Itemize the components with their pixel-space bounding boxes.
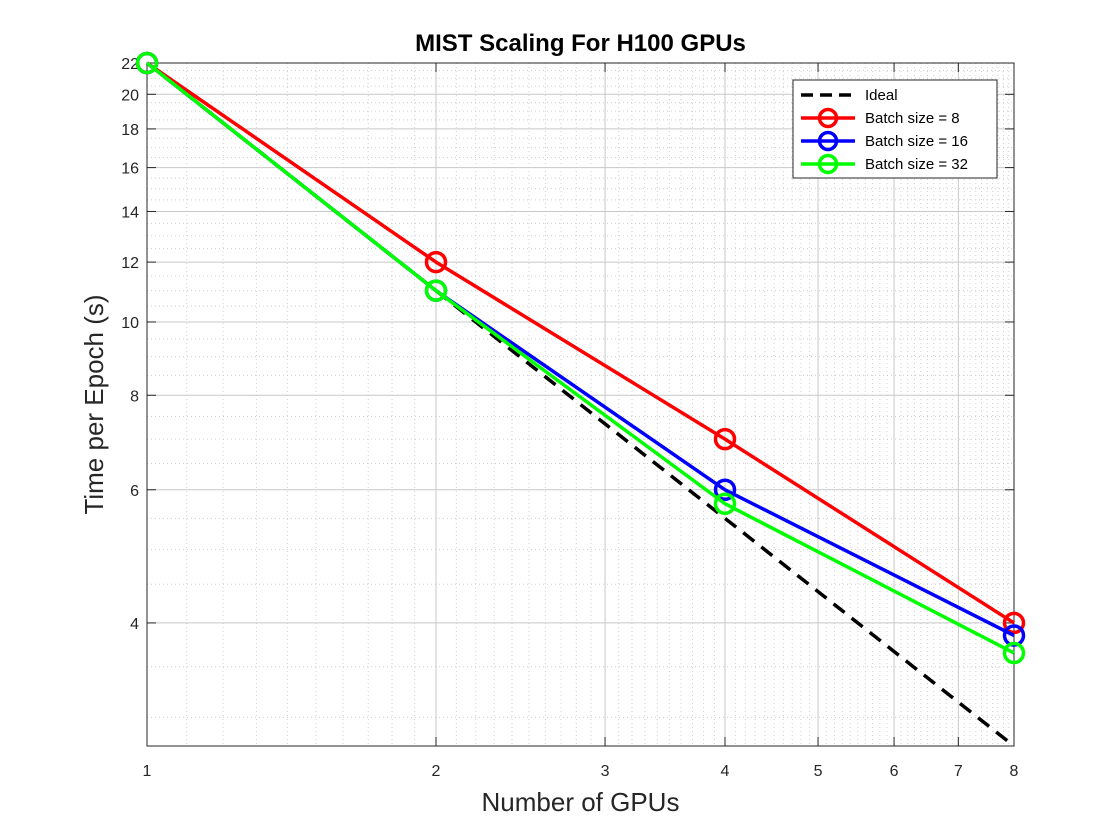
x-tick-label: 1 — [143, 763, 152, 780]
data-point — [424, 250, 448, 274]
legend-item: Batch size = 32 — [801, 153, 968, 175]
y-tick-label: 8 — [130, 388, 139, 405]
y-tick-label: 16 — [121, 161, 139, 178]
y-tick-label: 22 — [121, 56, 139, 73]
x-tick-label: 5 — [814, 763, 823, 780]
legend-item: Batch size = 8 — [801, 107, 960, 129]
plot-frame — [146, 62, 1015, 747]
data-point — [424, 279, 448, 302]
y-tick-label: 4 — [130, 616, 139, 633]
legend-marker — [817, 153, 839, 175]
y-tick-label: 6 — [130, 483, 139, 500]
y-tick-label: 10 — [121, 315, 139, 332]
x-tick-label: 3 — [601, 763, 610, 780]
y-tick-label: 14 — [121, 204, 139, 221]
series-batch-size-32 — [135, 51, 1026, 665]
y-axis-label: Time per Epoch (s) — [79, 294, 109, 514]
series-line — [146, 61, 1015, 625]
y-tick-label: 20 — [121, 87, 139, 104]
legend: Ideal Batch size = 8 Batch size = 16 Batch … — [792, 79, 998, 179]
x-axis-label: Number of GPUs — [482, 787, 680, 817]
legend-marker — [817, 107, 839, 129]
legend-label: Batch size = 16 — [865, 133, 968, 150]
data-point — [1002, 611, 1026, 635]
legend-label: Ideal — [865, 87, 898, 104]
series-layer — [135, 51, 1026, 748]
x-tick-label: 7 — [954, 763, 963, 780]
data-point — [713, 478, 737, 502]
chart-title: MIST Scaling For H100 GPUs — [415, 30, 746, 57]
y-tick-label: 18 — [121, 122, 139, 139]
x-tick-label: 2 — [432, 763, 441, 780]
x-tick-label: 6 — [890, 763, 899, 780]
legend-item: Ideal — [801, 87, 898, 104]
x-tick-label: 8 — [1010, 763, 1019, 780]
y-tick-label: 12 — [121, 255, 139, 272]
data-point — [713, 492, 737, 515]
legend-label: Batch size = 8 — [865, 110, 960, 127]
data-point — [1002, 641, 1026, 665]
data-point — [135, 51, 159, 75]
legend-marker — [817, 130, 839, 152]
legend-item: Batch size = 16 — [801, 130, 968, 152]
data-point — [713, 427, 737, 451]
series-line — [145, 61, 1015, 655]
legend-label: Batch size = 32 — [865, 156, 968, 173]
x-tick-label: 4 — [721, 763, 730, 780]
